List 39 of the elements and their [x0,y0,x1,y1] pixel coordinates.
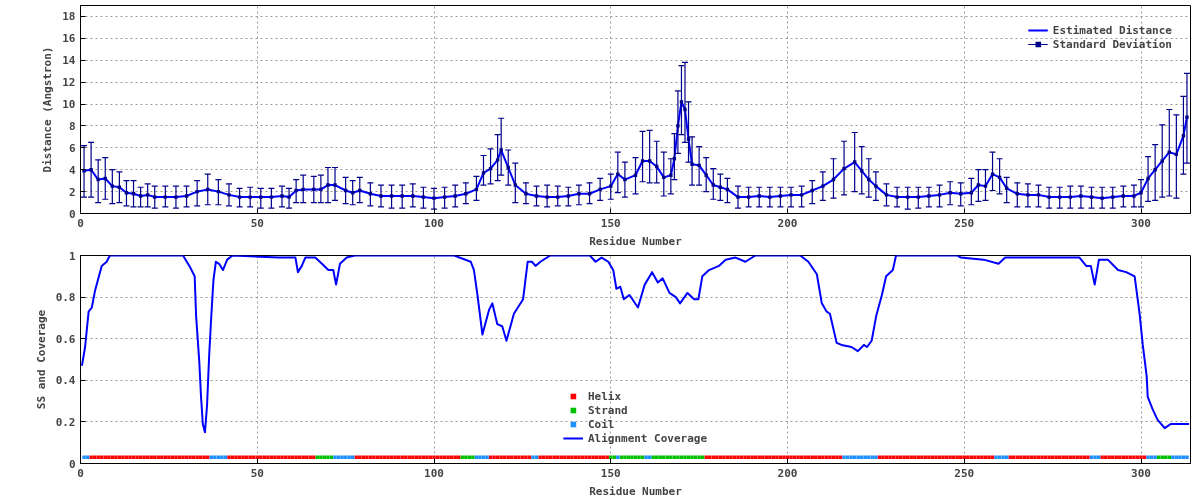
legend-label: Coil [587,417,615,431]
x-tick-label: 200 [777,216,798,230]
x-axis-title: Residue Number [589,234,683,248]
x-tick-label: 300 [1131,216,1151,230]
x-tick-label: 300 [1131,466,1151,480]
y-axis-title: SS and Coverage [34,309,48,410]
y-tick-label: 0.6 [55,332,76,346]
legend-label: Standard Deviation [1052,37,1172,51]
x-tick-label: 150 [600,466,621,480]
line-series [80,255,1191,434]
x-tick-label: 200 [777,466,798,480]
y-tick-label: 0 [68,457,76,471]
legend-label: Helix [587,389,622,403]
y-tick-label: 18 [62,10,76,24]
y-axis-title: Distance (Angstron) [41,46,55,173]
x-axis-title: Residue Number [589,484,683,498]
x-tick-label: 100 [424,216,444,230]
y-tick-label: 0 [68,207,76,221]
legend-label: Estimated Distance [1052,23,1172,37]
legend-label: Strand [587,403,628,417]
y-tick-label: 10 [62,98,76,112]
y-tick-label: 0.4 [55,374,76,388]
y-tick-label: 16 [62,32,76,46]
y-tick-label: 0.8 [55,291,76,305]
x-tick-label: 250 [954,216,975,230]
y-tick-label: 0.2 [55,415,76,429]
y-tick-label: 8 [68,119,76,133]
x-tick-label: 50 [250,216,264,230]
y-tick-label: 12 [62,76,76,90]
x-tick-label: 100 [424,466,444,480]
legend-label: Alignment Coverage [587,431,708,445]
y-tick-label: 4 [68,163,76,177]
x-tick-label: 50 [250,466,264,480]
x-tick-label: 150 [600,216,621,230]
y-tick-label: 14 [62,54,76,68]
y-tick-label: 6 [68,141,76,155]
y-tick-label: 2 [68,185,76,199]
y-tick-label: 1 [68,249,76,263]
x-tick-label: 250 [954,466,975,480]
